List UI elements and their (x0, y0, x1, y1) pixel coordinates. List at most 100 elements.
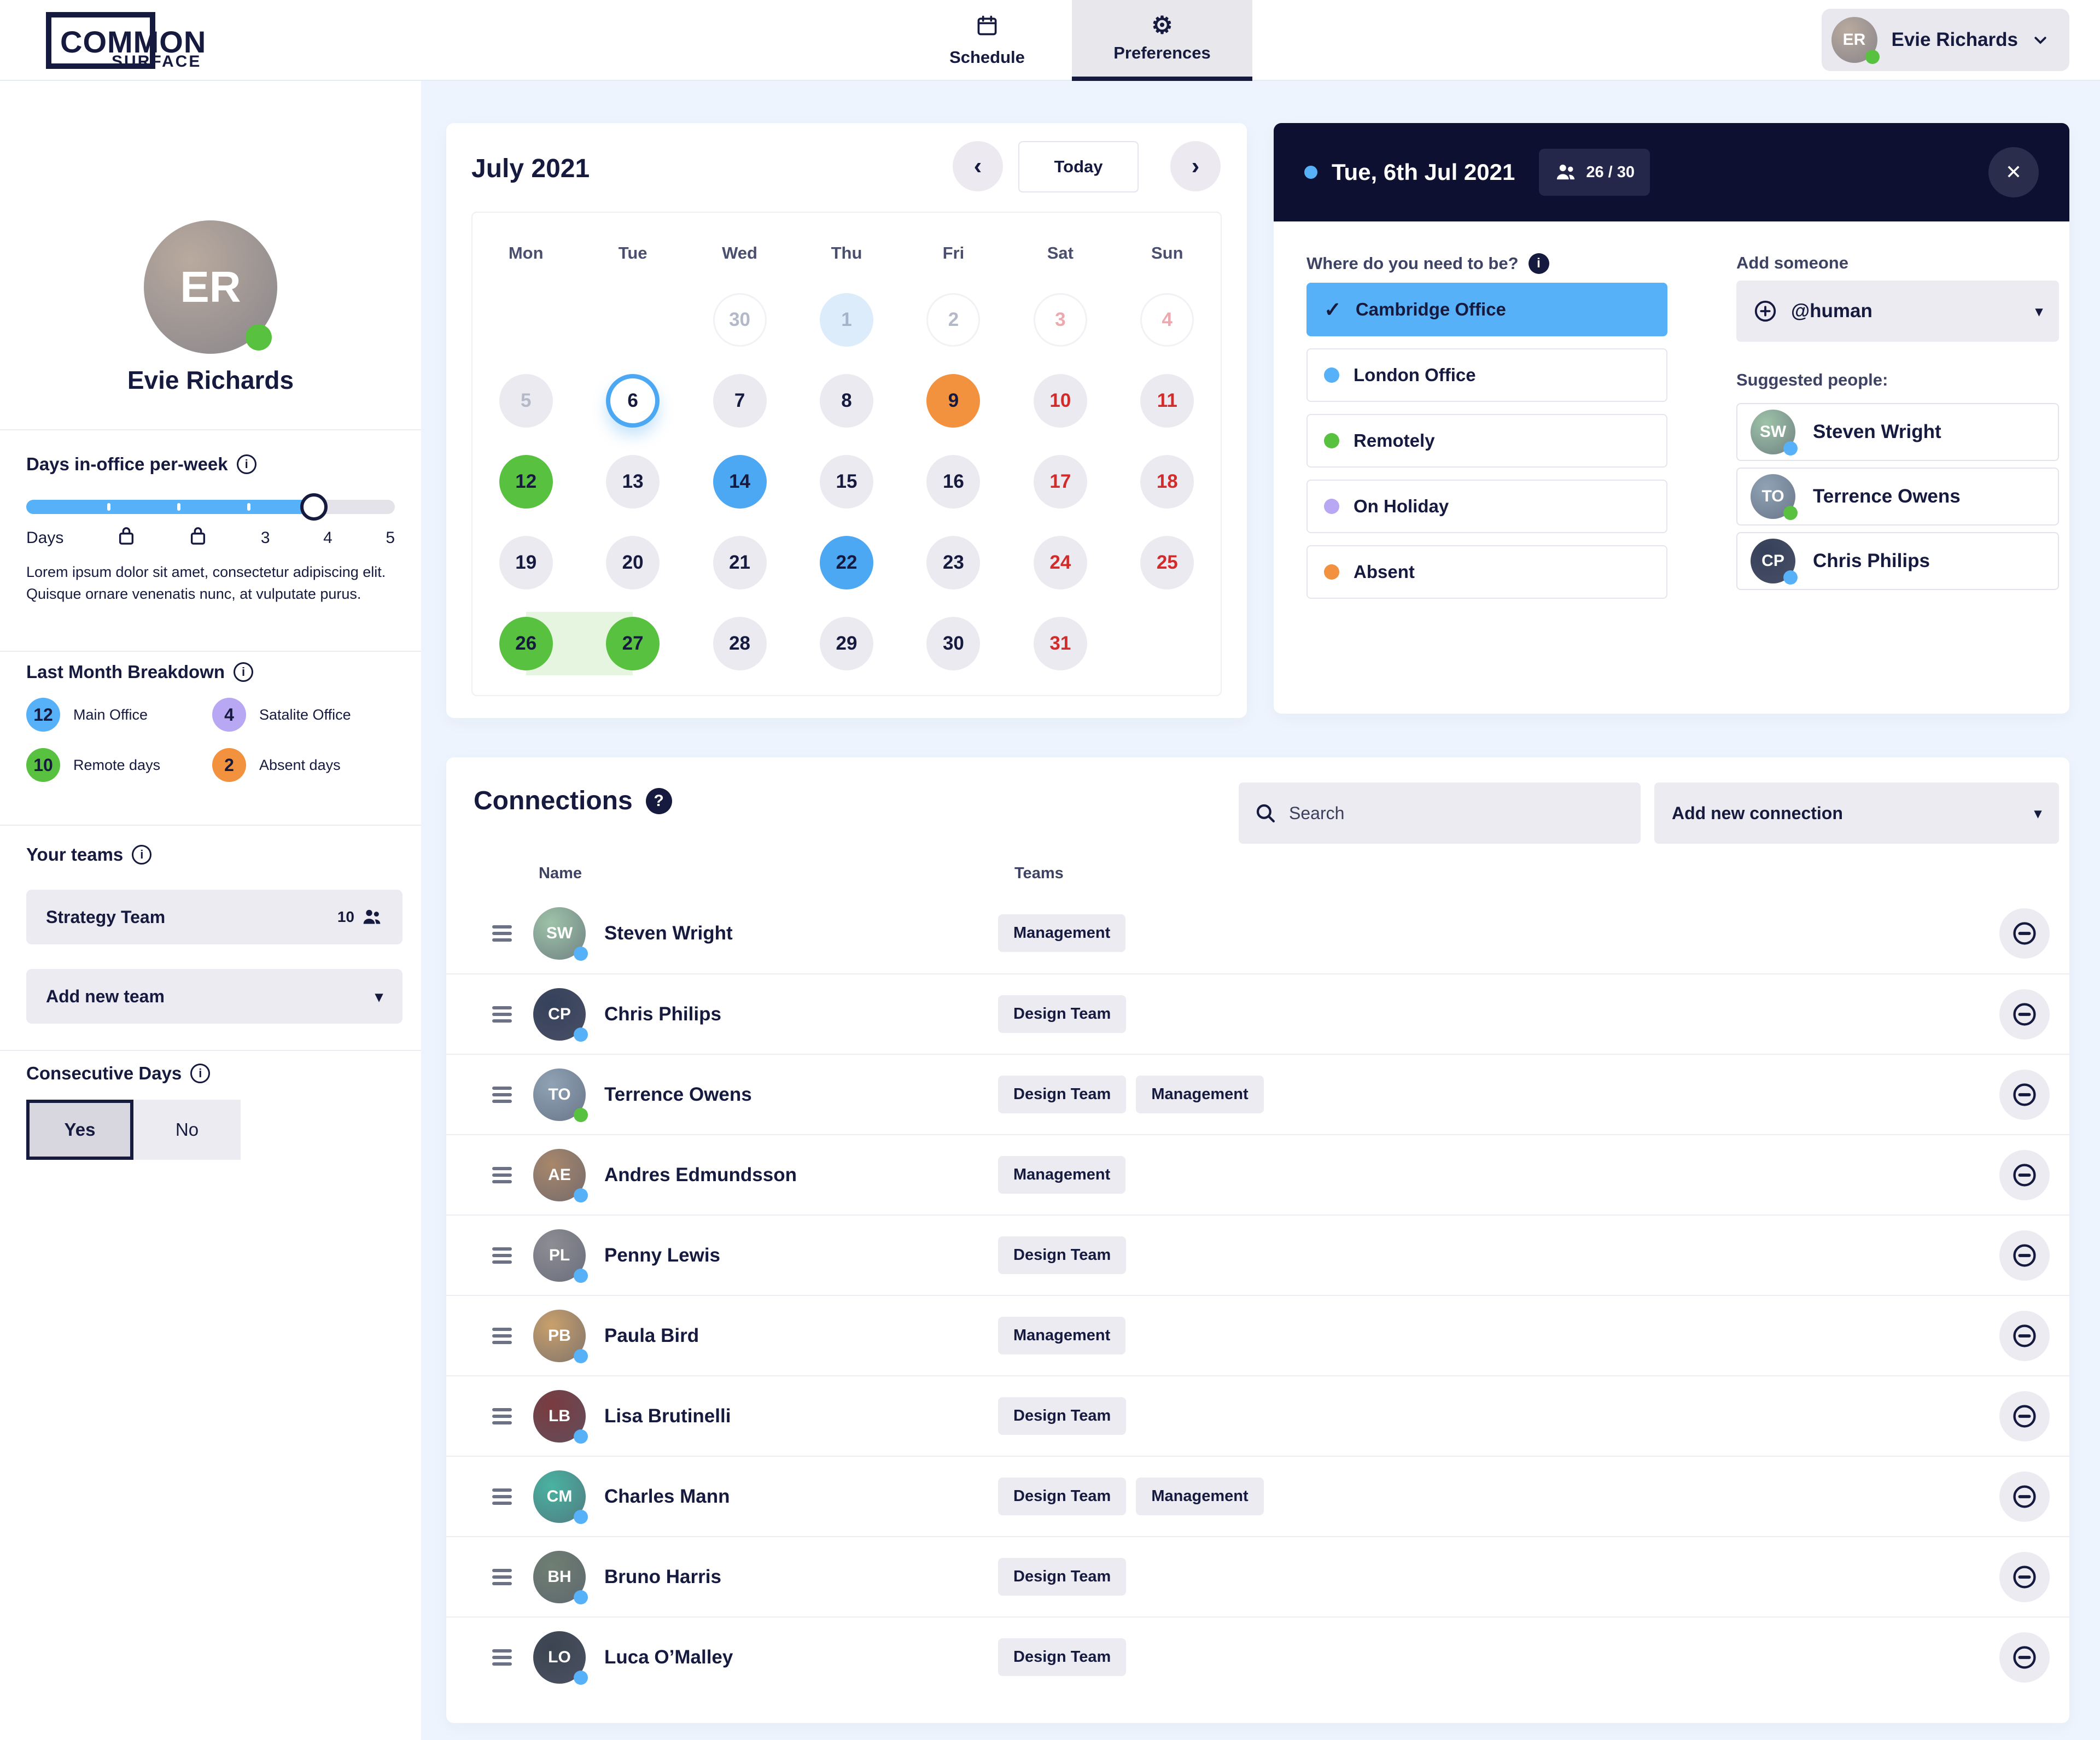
calendar-day[interactable]: 30 (713, 293, 767, 347)
suggested-person[interactable]: CP Chris Philips (1736, 532, 2059, 590)
drag-handle-icon[interactable] (492, 1488, 512, 1505)
suggested-person[interactable]: SW Steven Wright (1736, 403, 2059, 461)
info-icon[interactable]: i (132, 845, 152, 865)
calendar-day[interactable]: 28 (713, 617, 767, 670)
calendar-day[interactable]: 27 (606, 617, 660, 670)
location-dot (1324, 564, 1339, 580)
location-label: Cambridge Office (1355, 299, 1506, 319)
status-dot (574, 1348, 588, 1363)
remove-connection-button[interactable] (1999, 1551, 2050, 1602)
close-icon[interactable]: ✕ (1988, 147, 2039, 197)
help-icon[interactable]: ? (645, 787, 672, 814)
location-option[interactable]: London Office (1306, 348, 1667, 402)
location-option[interactable]: On Holiday (1306, 480, 1667, 533)
calendar-cell: 19 (472, 522, 579, 603)
location-label: On Holiday (1354, 496, 1449, 516)
team-strategy[interactable]: Strategy Team 10 (26, 890, 402, 944)
suggested-person[interactable]: TO Terrence Owens (1736, 468, 2059, 525)
search-input[interactable] (1289, 803, 1625, 824)
drag-handle-icon[interactable] (492, 1006, 512, 1023)
team-chip: Design Team (998, 1236, 1127, 1274)
calendar-day[interactable]: 15 (819, 455, 873, 509)
drag-handle-icon[interactable] (492, 1166, 512, 1183)
calendar-day[interactable]: 22 (819, 536, 873, 589)
user-menu[interactable]: ER Evie Richards (1821, 9, 2069, 71)
calendar-day[interactable]: 7 (713, 374, 767, 428)
calendar-day[interactable]: 3 (1033, 293, 1087, 347)
calendar-next-button[interactable]: › (1170, 141, 1221, 191)
remove-connection-button[interactable] (1999, 1230, 2050, 1281)
location-option[interactable]: Absent (1306, 545, 1667, 599)
remove-connection-button[interactable] (1999, 1632, 2050, 1683)
info-icon[interactable]: i (1528, 253, 1549, 274)
calendar-day[interactable]: 10 (1033, 374, 1087, 428)
calendar-day[interactable]: 11 (1140, 374, 1194, 428)
logo-text-common: COMMON (60, 25, 207, 59)
remove-connection-button[interactable] (1999, 1310, 2050, 1361)
calendar-day[interactable]: 17 (1033, 455, 1087, 509)
drag-handle-icon[interactable] (492, 1327, 512, 1344)
remove-connection-button[interactable] (1999, 908, 2050, 959)
calendar-day[interactable]: 26 (499, 617, 553, 670)
calendar-today-button[interactable]: Today (1018, 141, 1139, 192)
calendar-day[interactable]: 29 (819, 617, 873, 670)
calendar-day[interactable]: 1 (819, 293, 873, 347)
calendar-day[interactable]: 6 (606, 374, 660, 428)
calendar-day[interactable]: 30 (926, 617, 981, 670)
team-chip: Design Team (998, 1397, 1127, 1435)
drag-handle-icon[interactable] (492, 1568, 512, 1585)
calendar-day[interactable]: 4 (1140, 293, 1194, 347)
connection-name: Charles Mann (604, 1485, 730, 1507)
consecutive-yes-button[interactable]: Yes (26, 1100, 133, 1160)
remove-connection-button[interactable] (1999, 1069, 2050, 1120)
add-someone-select[interactable]: @human ▾ (1736, 281, 2059, 342)
calendar-day[interactable]: 12 (499, 455, 553, 509)
calendar-prev-button[interactable]: ‹ (953, 141, 1003, 191)
calendar-day[interactable]: 31 (1033, 617, 1087, 670)
calendar-day[interactable]: 13 (606, 455, 660, 509)
drag-handle-icon[interactable] (492, 1247, 512, 1264)
remove-connection-button[interactable] (1999, 989, 2050, 1040)
calendar-day[interactable]: 9 (926, 374, 981, 428)
calendar-day[interactable]: 25 (1140, 536, 1194, 589)
add-new-team[interactable]: Add new team ▾ (26, 969, 402, 1024)
team-chips: Management (998, 1317, 1126, 1354)
slider-thumb[interactable] (300, 493, 328, 521)
location-option[interactable]: ✓ Cambridge Office (1306, 283, 1667, 336)
info-icon[interactable]: i (236, 454, 256, 474)
calendar-day[interactable]: 24 (1033, 536, 1087, 589)
tab-preferences[interactable]: ⚙ Preferences (1072, 0, 1252, 81)
calendar-day[interactable]: 18 (1140, 455, 1194, 509)
add-new-connection[interactable]: Add new connection ▾ (1654, 783, 2059, 844)
calendar-day[interactable]: 23 (926, 536, 981, 589)
remove-connection-button[interactable] (1999, 1149, 2050, 1200)
calendar-day[interactable]: 2 (926, 293, 981, 347)
consecutive-no-button[interactable]: No (133, 1100, 241, 1160)
drag-handle-icon[interactable] (492, 1649, 512, 1666)
avatar-initials: SW (1759, 423, 1787, 441)
calendar-day[interactable]: 8 (819, 374, 873, 428)
drag-handle-icon[interactable] (492, 1086, 512, 1103)
drag-handle-icon[interactable] (492, 925, 512, 942)
calendar-day[interactable]: 5 (499, 374, 553, 428)
connection-name: Bruno Harris (604, 1566, 721, 1587)
calendar-day[interactable]: 19 (499, 536, 553, 589)
calendar-day[interactable]: 16 (926, 455, 981, 509)
tab-schedule[interactable]: Schedule (902, 0, 1072, 81)
status-dot (574, 1509, 588, 1524)
location-option[interactable]: Remotely (1306, 414, 1667, 468)
info-icon[interactable]: i (190, 1064, 211, 1083)
days-slider[interactable] (26, 493, 395, 521)
remove-connection-button[interactable] (1999, 1471, 2050, 1522)
calendar-day[interactable]: 14 (713, 455, 767, 509)
calendar-cell: 3 (1007, 279, 1113, 360)
status-dot (1783, 570, 1798, 585)
calendar-cell: 31 (1007, 603, 1113, 684)
calendar-day[interactable]: 20 (606, 536, 660, 589)
team-chip: Management (1136, 1076, 1264, 1113)
status-dot (574, 1188, 588, 1202)
remove-connection-button[interactable] (1999, 1391, 2050, 1441)
info-icon[interactable]: i (234, 662, 254, 682)
calendar-day[interactable]: 21 (713, 536, 767, 589)
drag-handle-icon[interactable] (492, 1408, 512, 1424)
